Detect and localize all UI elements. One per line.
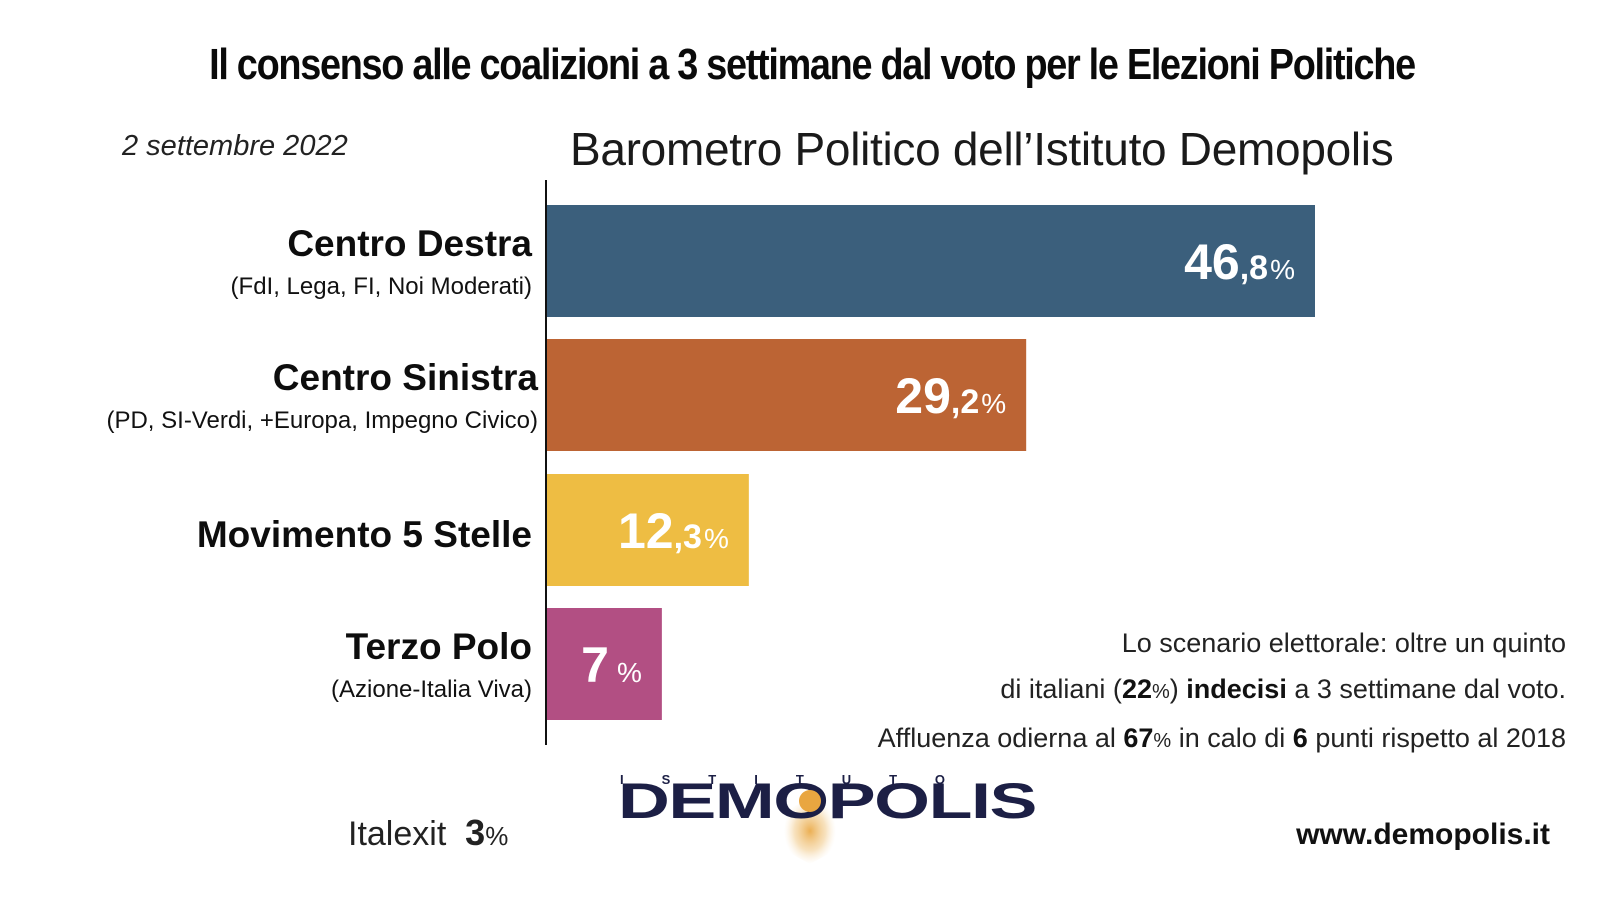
italexit-value: 3 — [465, 812, 486, 853]
logo-istituto-text: ISTITUTO — [620, 772, 983, 787]
scenario-note: Lo scenario elettorale: oltre un quinto … — [878, 620, 1566, 764]
bar-value-label: 12,3% — [618, 503, 729, 559]
percent-sign: % — [485, 821, 509, 851]
survey-date: 2 settembre 2022 — [122, 130, 348, 162]
chart-subtitle: Barometro Politico dell’Istituto Demopol… — [570, 123, 1394, 175]
website-link[interactable]: www.demopolis.it — [1296, 818, 1550, 851]
category-members: (PD, SI-Verdi, +Europa, Impegno Civico) — [106, 407, 538, 434]
italexit-label: Italexit — [348, 815, 447, 853]
note-line-3: Affluenza odierna al 67% in calo di 6 pu… — [878, 715, 1566, 764]
category-name: Movimento 5 Stelle — [196, 514, 532, 555]
logo-accent-dot — [799, 790, 821, 812]
note-text: Affluenza odierna al — [877, 723, 1124, 753]
note-line-1: Lo scenario elettorale: oltre un quinto — [1121, 628, 1566, 658]
category-name: Terzo Polo — [345, 626, 532, 667]
note-text: ) — [1169, 674, 1187, 704]
category-label: Centro Sinistra (PD, SI-Verdi, +Europa, I… — [106, 357, 538, 435]
note-text: in calo di — [1171, 723, 1293, 753]
note-text: a 3 settimane dal voto. — [1286, 674, 1566, 704]
percent-sign: % — [1151, 681, 1170, 703]
category-label: Centro Destra (FdI, Lega, FI, Noi Moderat… — [231, 223, 532, 301]
bar-terzo-polo — [547, 608, 662, 720]
note-line-2: di italiani (22%) indecisi a 3 settimane… — [878, 666, 1566, 715]
logo-hexagon — [784, 798, 836, 864]
turnout-value: 67 — [1123, 723, 1154, 753]
bar-centro-destra — [547, 205, 1315, 317]
undecided-label: indecisi — [1186, 674, 1287, 704]
demopolis-logo: ISTITUTO DEMOPOLIS — [618, 772, 1037, 864]
bar-value-label: 7% — [581, 637, 642, 693]
chart-title: Il consenso alle coalizioni a 3 settiman… — [209, 40, 1416, 89]
turnout-drop-value: 6 — [1292, 723, 1308, 753]
bar-value-label: 29,2% — [895, 368, 1006, 424]
logo-demopolis-text: DEMOPOLIS — [618, 773, 1036, 829]
category-members: (FdI, Lega, FI, Noi Moderati) — [230, 273, 532, 300]
category-name: Centro Sinistra — [272, 357, 538, 398]
italexit-result: Italexit 3% — [348, 812, 508, 854]
note-text: di italiani ( — [1000, 674, 1122, 704]
bar-value-label: 46,8% — [1184, 234, 1295, 290]
category-members: (Azione-Italia Viva) — [331, 676, 532, 703]
bar-centro-sinistra — [547, 339, 1027, 451]
category-label: Terzo Polo (Azione-Italia Viva) — [331, 626, 532, 704]
undecided-value: 22 — [1121, 674, 1152, 704]
note-text: punti rispetto al 2018 — [1307, 723, 1566, 753]
category-label: Movimento 5 Stelle — [197, 514, 532, 556]
bar-movimento-5-stelle — [547, 474, 749, 586]
percent-sign: % — [1153, 730, 1172, 752]
category-name: Centro Destra — [287, 223, 532, 264]
